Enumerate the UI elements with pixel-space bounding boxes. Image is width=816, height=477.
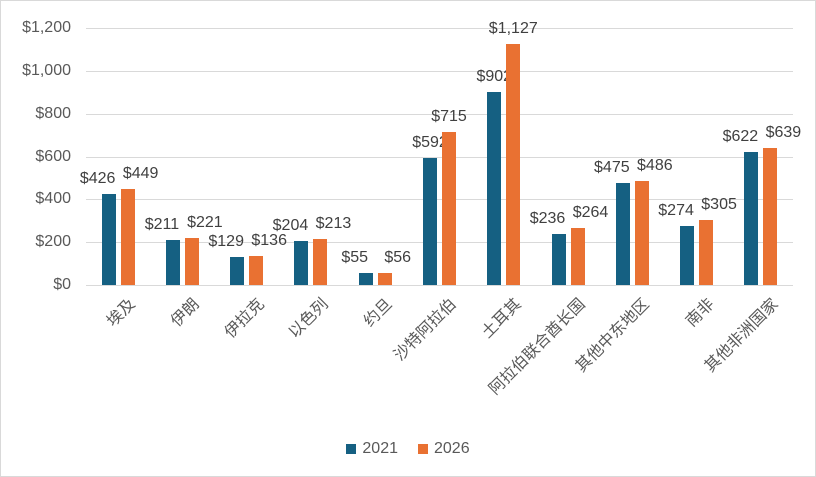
bar-value-label: $486 <box>637 156 673 174</box>
x-axis-category-label: 埃及 <box>104 295 139 331</box>
bar-value-label: $221 <box>187 213 223 231</box>
bar-value-label: $449 <box>122 164 159 182</box>
legend-item-2026: 2026 <box>418 440 470 458</box>
y-axis-tick-label: $200 <box>35 233 71 251</box>
bar-value-label: $639 <box>765 124 802 142</box>
bar-value-label: $622 <box>722 127 759 145</box>
bar-value-label: $592 <box>412 134 448 152</box>
bar-value-label: $136 <box>251 231 287 249</box>
bar-2021 <box>487 91 502 285</box>
bar-value-label: $475 <box>594 159 630 177</box>
bar-2026 <box>570 228 585 285</box>
bar-2021 <box>551 234 566 285</box>
y-axis-tick-label: $1,000 <box>22 61 71 79</box>
legend-swatch-icon <box>418 444 428 454</box>
bar-2021 <box>615 183 630 285</box>
bar-2026 <box>313 239 328 285</box>
plot-area: $426 $449 $211 $221 $129 $136 $204 $213 $55 $56 $5… <box>80 20 801 286</box>
legend-item-2021: 2021 <box>346 440 398 458</box>
gridline <box>86 113 793 115</box>
bar-2026 <box>634 180 649 285</box>
gridline <box>86 70 793 72</box>
bar-2021 <box>680 226 695 285</box>
bar-value-label: $55 <box>341 249 369 267</box>
legend-label: 2021 <box>362 440 398 457</box>
gridline <box>86 285 793 286</box>
bar-value-label: $1,127 <box>488 19 538 37</box>
bar-2026 <box>377 273 392 285</box>
bar-2021 <box>423 158 437 285</box>
bar-value-label: $715 <box>431 107 467 125</box>
bar-value-label: $426 <box>79 169 116 187</box>
x-axis-category-label: 伊拉克 <box>221 295 268 342</box>
x-axis-category-label: 南非 <box>682 295 718 331</box>
bar-2021 <box>230 257 245 285</box>
bar-value-label: $236 <box>529 210 566 228</box>
y-axis-tick-label: $0 <box>53 276 71 293</box>
bar-value-label: $211 <box>144 215 180 233</box>
legend: 2021 2026 <box>1 440 815 458</box>
bar-2026 <box>184 237 199 285</box>
gridline <box>86 28 793 29</box>
legend-swatch-icon <box>346 444 357 454</box>
bar-value-label: $902 <box>476 67 513 85</box>
bar-2026 <box>249 255 264 285</box>
bar-2026 <box>120 188 135 285</box>
bar-2021 <box>165 239 180 285</box>
bar-2021 <box>744 151 759 285</box>
gridline <box>86 199 793 201</box>
bar-value-label: $264 <box>572 204 609 222</box>
y-axis-tick-label: $1,200 <box>22 19 71 36</box>
bar-value-label: $56 <box>384 249 412 267</box>
bar-value-label: $204 <box>272 217 309 235</box>
bar-2021 <box>358 273 373 285</box>
y-axis-tick-label: $400 <box>35 190 71 208</box>
bar-2021 <box>101 193 116 285</box>
x-axis-category-label: 约旦 <box>361 295 396 331</box>
bar-2026 <box>506 43 521 285</box>
bar-2026 <box>699 219 714 285</box>
x-axis-category-label: 以色列 <box>285 295 332 342</box>
bar-value-label: $129 <box>208 233 244 251</box>
bar-2021 <box>294 241 309 285</box>
bar-2026 <box>763 148 778 285</box>
bar-value-label: $213 <box>315 215 352 233</box>
x-axis-category-label: 土耳其 <box>478 295 525 342</box>
gridline <box>86 156 793 158</box>
x-axis-category-label: 伊朗 <box>168 295 204 331</box>
bar-2026 <box>442 131 456 285</box>
y-axis-tick-label: $800 <box>35 104 71 122</box>
gridline <box>86 242 793 244</box>
bar-value-label: $305 <box>701 195 737 213</box>
x-axis-category-label: 沙特阿拉伯 <box>391 295 461 365</box>
legend-label: 2026 <box>434 440 470 457</box>
bar-value-label: $274 <box>658 202 694 220</box>
y-axis-tick-label: $600 <box>35 147 71 165</box>
